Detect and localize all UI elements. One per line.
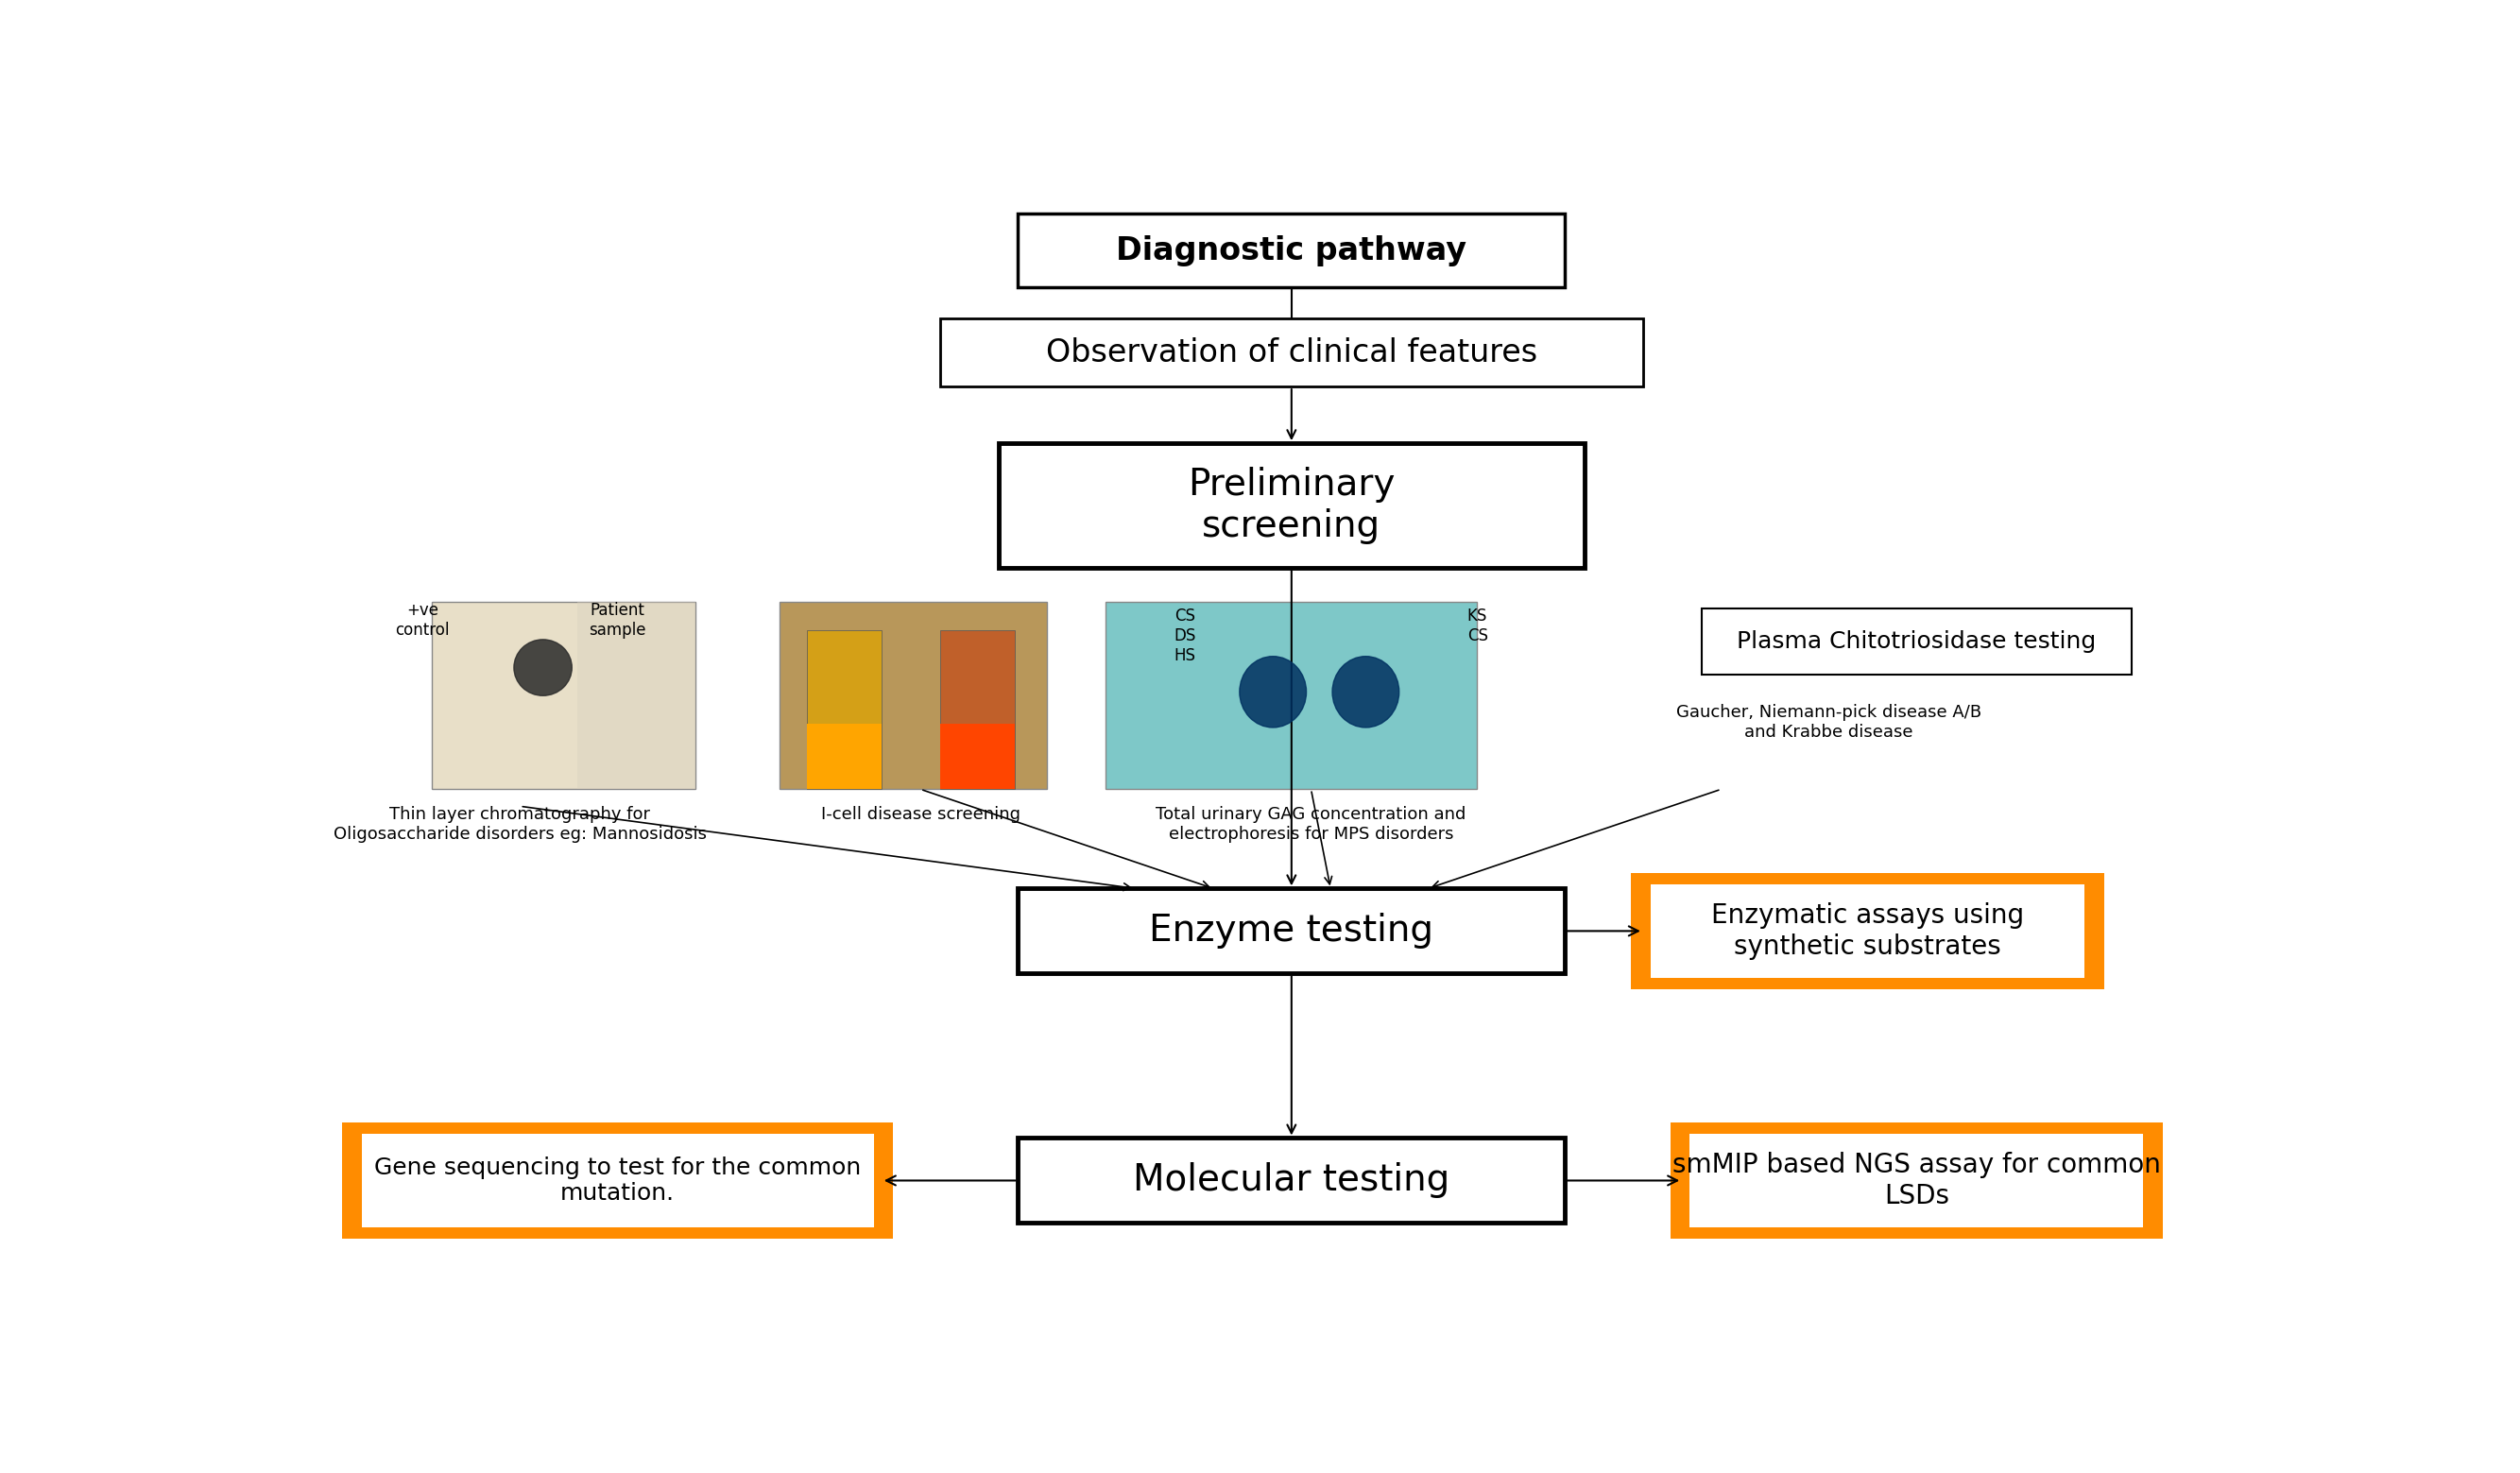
Bar: [577, 602, 696, 790]
Bar: [806, 723, 882, 790]
Text: KS
CS: KS CS: [1467, 608, 1487, 644]
Ellipse shape: [1240, 657, 1305, 728]
Bar: [1018, 888, 1565, 974]
Bar: [363, 1134, 874, 1227]
Bar: [1018, 214, 1565, 287]
Text: +ve
control: +ve control: [396, 602, 449, 639]
Bar: [343, 1122, 892, 1239]
Bar: [1671, 1122, 2162, 1239]
Bar: [806, 630, 882, 790]
Bar: [1701, 608, 2132, 675]
Text: Molecular testing: Molecular testing: [1134, 1162, 1449, 1199]
Ellipse shape: [1333, 657, 1399, 728]
Text: Enzyme testing: Enzyme testing: [1149, 913, 1434, 949]
Bar: [940, 630, 1016, 790]
Text: Diagnostic pathway: Diagnostic pathway: [1116, 234, 1467, 267]
Text: Patient
sample: Patient sample: [590, 602, 645, 639]
Text: CS
DS
HS: CS DS HS: [1174, 608, 1197, 664]
Bar: [1651, 884, 2084, 978]
Bar: [779, 602, 1048, 790]
Text: Total urinary GAG concentration and
electrophoresis for MPS disorders: Total urinary GAG concentration and elec…: [1157, 806, 1467, 843]
Bar: [940, 723, 1016, 790]
Ellipse shape: [514, 639, 572, 695]
Text: Preliminary
screening: Preliminary screening: [1187, 467, 1396, 545]
Text: I-cell disease screening: I-cell disease screening: [822, 806, 1021, 823]
Text: Gaucher, Niemann-pick disease A/B
and Krabbe disease: Gaucher, Niemann-pick disease A/B and Kr…: [1676, 704, 1981, 741]
Bar: [1630, 873, 2104, 988]
Text: Plasma Chitotriosidase testing: Plasma Chitotriosidase testing: [1736, 630, 2097, 653]
Text: Thin layer chromatography for
Oligosaccharide disorders eg: Mannosidosis: Thin layer chromatography for Oligosacch…: [333, 806, 706, 843]
Text: Enzymatic assays using
synthetic substrates: Enzymatic assays using synthetic substra…: [1711, 903, 2024, 959]
Text: Gene sequencing to test for the common
mutation.: Gene sequencing to test for the common m…: [375, 1156, 862, 1205]
Bar: [1018, 1139, 1565, 1223]
Bar: [1106, 602, 1477, 790]
Bar: [940, 318, 1643, 386]
Text: Observation of clinical features: Observation of clinical features: [1046, 337, 1537, 368]
Bar: [433, 602, 696, 790]
Bar: [1691, 1134, 2142, 1227]
Text: smMIP based NGS assay for common
LSDs: smMIP based NGS assay for common LSDs: [1673, 1152, 2160, 1209]
Bar: [998, 443, 1585, 569]
